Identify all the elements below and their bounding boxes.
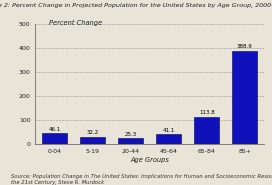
- Text: 25.3: 25.3: [124, 132, 137, 137]
- Bar: [80, 137, 105, 144]
- Bar: [232, 51, 257, 144]
- Bar: [156, 134, 181, 144]
- Text: 388.9: 388.9: [237, 44, 253, 49]
- Text: Figure 2: Percent Change in Projected Population for the United States by Age Gr: Figure 2: Percent Change in Projected Po…: [0, 3, 272, 8]
- Text: Percent Change: Percent Change: [49, 19, 102, 26]
- Text: 46.1: 46.1: [48, 127, 61, 132]
- Bar: [118, 138, 143, 144]
- Text: 32.2: 32.2: [86, 130, 99, 135]
- Bar: [194, 117, 219, 144]
- Bar: [42, 133, 67, 144]
- Text: 41.1: 41.1: [162, 128, 175, 133]
- X-axis label: Age Groups: Age Groups: [130, 157, 169, 163]
- Text: 113.8: 113.8: [199, 110, 215, 115]
- Text: Source: Population Change in The United States: Implications for Human and Socio: Source: Population Change in The United …: [11, 174, 272, 185]
